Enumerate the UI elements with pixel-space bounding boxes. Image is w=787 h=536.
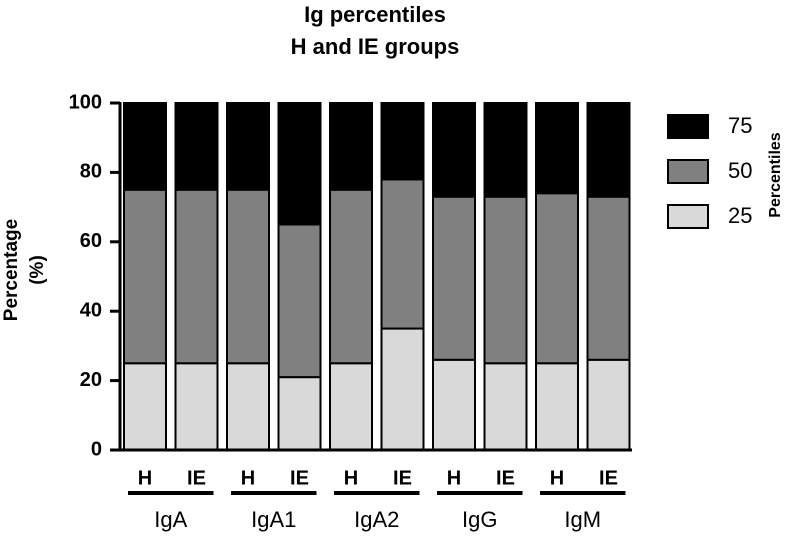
x-tick-label: IE [496,467,515,489]
x-tick-label: H [344,467,358,489]
bar-segment [123,188,167,365]
bar-segment [483,102,528,198]
bar-segment [329,188,373,365]
y-tick-label: 60 [80,230,102,252]
bar-segment [226,102,270,191]
x-tick-label: H [447,467,461,489]
y-tick-label: 40 [80,299,102,321]
y-tick-label: 80 [80,161,102,183]
bar-segment [483,195,528,365]
group-label: IgA1 [251,507,296,532]
bar-segment [432,102,476,198]
bar-segment [586,195,631,361]
x-tick-label: IE [187,467,206,489]
x-tick-label: IE [599,467,618,489]
bar-segment [277,223,322,379]
bar-segment [329,362,373,451]
bar-segment [277,102,322,226]
group-label: IgA2 [354,507,399,532]
bar-segment [226,362,270,451]
bar-segment [380,327,425,451]
legend-swatch [667,204,709,229]
bar-segment [174,102,219,191]
group-label: IgG [462,507,497,532]
bar-segment [329,102,373,191]
bar-segment [535,362,579,451]
legend-label: 75 [728,113,752,138]
bar-segment [535,192,579,365]
x-tick-label: H [550,467,564,489]
bar-segment [586,102,631,198]
bar-segment [483,362,528,451]
x-tick-label: H [241,467,255,489]
y-tick-label: 0 [91,438,102,460]
bar-segment [586,358,631,451]
bar-segment [123,102,167,191]
group-label: IgA [154,507,187,532]
bar-segment [432,195,476,361]
x-tick-label: IE [290,467,309,489]
y-tick-label: 100 [69,91,102,113]
y-axis-label: Percentage [1,219,22,321]
legend-label: 50 [728,158,752,183]
bar-segment [380,178,425,330]
group-label: IgM [564,507,601,532]
bar-segment [226,188,270,365]
legend-label: 25 [728,203,752,228]
y-axis-label: (%) [27,255,48,285]
bar-segment [380,102,425,181]
legend-swatch [667,114,709,139]
bar-segment [277,376,322,452]
bar-segment [174,362,219,451]
bar-segment [535,102,579,195]
legend-swatch [667,159,709,184]
y-tick-label: 20 [80,369,102,391]
bar-segment [123,362,167,451]
chart-subtitle: H and IE groups [291,34,460,59]
chart-title: Ig percentiles [304,2,446,27]
bar-segment [174,188,219,365]
legend-title: Percentiles [767,132,784,217]
x-tick-label: H [138,467,152,489]
x-tick-label: IE [393,467,412,489]
bar-segment [432,358,476,451]
